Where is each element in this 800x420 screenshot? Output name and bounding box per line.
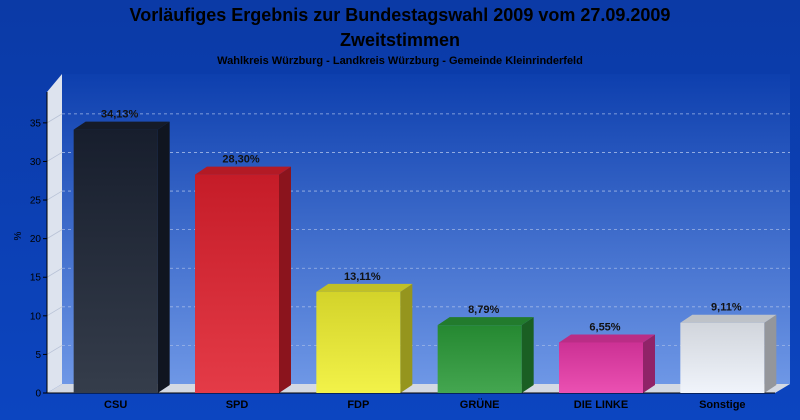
bar-side bbox=[521, 317, 534, 393]
bar-side bbox=[764, 314, 777, 393]
bar-front bbox=[73, 129, 158, 393]
data-label: 28,30% bbox=[222, 154, 260, 166]
y-tick-label: 0 bbox=[35, 389, 41, 400]
bar-front bbox=[316, 291, 401, 393]
gridline-side bbox=[46, 345, 63, 355]
bar-side bbox=[157, 121, 170, 393]
bar-front bbox=[195, 174, 279, 393]
data-label: 8,79% bbox=[468, 304, 499, 316]
y-tick-label: 35 bbox=[30, 118, 42, 129]
bar-front bbox=[680, 322, 765, 393]
y-tick-label: 20 bbox=[30, 234, 42, 245]
bars: 34,13% 28,30% 13,11% 8,79% 6,55% 9,11% bbox=[73, 109, 777, 393]
y-axis-ticks: 0 5 10 15 20 25 30 35 bbox=[30, 118, 47, 400]
bar-side bbox=[279, 166, 291, 393]
gridline-side bbox=[46, 190, 63, 201]
bar-fdp: 13,11% bbox=[316, 271, 413, 393]
data-label: 9,11% bbox=[711, 302, 742, 314]
chart-title: Vorläufiges Ergebnis zur Bundestagswahl … bbox=[130, 5, 671, 25]
gridline-side bbox=[46, 113, 63, 124]
gridline-side bbox=[46, 267, 63, 278]
chart-title-line2: Zweitstimmen bbox=[340, 30, 460, 50]
gridline-side bbox=[46, 229, 63, 239]
x-tick-label: FDP bbox=[347, 399, 369, 411]
bar-side bbox=[400, 283, 413, 393]
bar-top bbox=[680, 314, 777, 323]
bar-front bbox=[437, 325, 522, 393]
gridline-side bbox=[46, 306, 63, 317]
data-label: 13,11% bbox=[344, 271, 381, 283]
x-tick-label: DIE LINKE bbox=[574, 399, 628, 411]
x-tick-label: CSU bbox=[104, 399, 127, 411]
y-tick-label: 10 bbox=[30, 311, 42, 322]
bar-top bbox=[437, 317, 534, 326]
y-tick-label: 15 bbox=[30, 273, 42, 284]
bar-top bbox=[73, 121, 170, 130]
x-tick-label: SPD bbox=[226, 399, 249, 411]
bar-side bbox=[643, 334, 655, 393]
data-label: 6,55% bbox=[589, 321, 620, 333]
bar-die-linke: 6,55% bbox=[559, 321, 655, 393]
gridlines bbox=[46, 113, 790, 355]
bar-csu: 34,13% bbox=[73, 109, 170, 393]
bar-sonstige: 9,11% bbox=[680, 302, 777, 393]
y-axis-label: % bbox=[13, 231, 24, 240]
x-tick-label: GRÜNE bbox=[460, 398, 500, 411]
bar-spd: 28,30% bbox=[195, 154, 291, 393]
bar-top bbox=[559, 334, 655, 343]
bar-grüne: 8,79% bbox=[437, 304, 534, 393]
data-label: 34,13% bbox=[101, 109, 139, 121]
category-labels: CSU SPD FDP GRÜNE DIE LINKE Sonstige bbox=[104, 398, 746, 411]
gridline-side bbox=[46, 152, 63, 162]
y-tick-label: 5 bbox=[35, 350, 41, 361]
y-tick-label: 30 bbox=[30, 157, 42, 168]
x-tick-label: Sonstige bbox=[699, 399, 745, 411]
bar-top bbox=[316, 283, 413, 292]
y-tick-label: 25 bbox=[30, 196, 42, 207]
chart-subtitle: Wahlkreis Würzburg - Landkreis Würzburg … bbox=[217, 55, 583, 67]
bar-front bbox=[559, 342, 643, 393]
bar-top bbox=[195, 166, 291, 175]
